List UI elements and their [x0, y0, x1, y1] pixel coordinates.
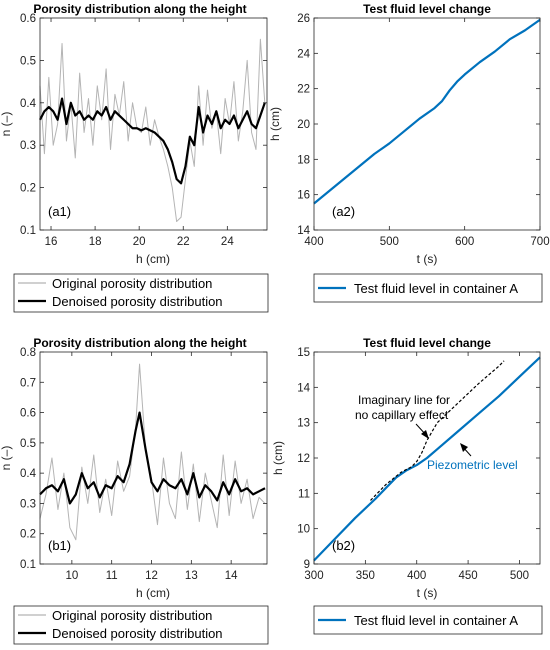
y-tick-label: 0.1	[20, 559, 36, 571]
panel-a2-label: (a2)	[332, 204, 355, 219]
y-tick-label: 20	[297, 119, 310, 131]
x-tick-label: 450	[458, 570, 477, 582]
panel-b2-plot: 300 350 400 450 500 9 10 11 12 13 14 15	[297, 347, 541, 582]
y-tick-label: 0.2	[20, 183, 36, 195]
y-tick-label: 11	[298, 488, 310, 500]
panel-a1-plot: 16 18 20 22 24 0.1 0.2 0.3 0.4 0.5 0.6	[20, 13, 267, 248]
x-tick-label: 22	[177, 236, 190, 248]
panel-b1-axes-box	[39, 351, 268, 565]
legend-fluid-label: Test fluid level in container A	[354, 281, 518, 296]
x-tick-label: 18	[89, 236, 102, 248]
annotation-imaginary-line-1: Imaginary line for	[358, 393, 450, 407]
y-tick-label: 13	[297, 418, 310, 430]
y-tick-label: 0.8	[20, 347, 36, 359]
y-tick-label: 0.4	[20, 468, 37, 480]
y-tick-label: 12	[297, 453, 310, 465]
x-tick-label: 11	[106, 570, 118, 582]
series-line-denoised-porosity-distribution	[39, 411, 266, 505]
panel-b1-legend-box	[13, 605, 269, 645]
panel-a2-legend: Test fluid level in container A	[313, 273, 543, 303]
panel-a1-ylabel: n (–)	[0, 112, 13, 137]
panel-b1-plot: 10 11 12 13 14 0.1 0.2 0.3 0.4 0.5 0.6 0.7 0.8	[20, 347, 267, 582]
y-tick-label: 0.5	[20, 438, 36, 450]
y-tick-label: 24	[297, 48, 310, 60]
y-tick-label: 10	[297, 524, 310, 536]
x-tick-label: 12	[145, 570, 158, 582]
panel-b1-label: (b1)	[48, 538, 71, 553]
y-tick-label: 0.7	[20, 377, 36, 389]
panel-a2-axes-box	[313, 17, 541, 231]
panel-b2-ylabel: h (cm)	[271, 441, 285, 475]
y-tick-label: 0.3	[20, 140, 36, 152]
y-tick-label: 0.5	[20, 55, 36, 67]
annotation-imaginary-line-2: no capillary effect	[355, 408, 449, 422]
series-line-test-fluid-level-in-container-a	[313, 18, 541, 205]
y-tick-label: 22	[297, 84, 310, 96]
series-line-dashed-reference	[370, 360, 505, 501]
y-tick-label: 16	[297, 190, 310, 202]
panel-b2-legend: Test fluid level in container A	[313, 605, 543, 635]
legend-denoised-label: Denoised porosity distribution	[52, 626, 223, 641]
y-tick-label: 26	[297, 13, 310, 25]
annotation-piezometric-arrow-head	[460, 443, 468, 452]
panel-a1-label: (a1)	[48, 204, 71, 219]
x-tick-label: 500	[380, 236, 399, 248]
x-tick-label: 10	[65, 570, 78, 582]
legend-original-label: Original porosity distribution	[52, 608, 212, 623]
panel-a1-title: Porosity distribution along the height	[33, 2, 246, 16]
panel-a2-legend-box	[313, 273, 543, 303]
panel-b1-title: Porosity distribution along the height	[33, 336, 246, 350]
series-line-denoised-porosity-distribution	[39, 97, 266, 185]
panel-a2-plot: 400 500 600 700 14 16 18 20 22 24 26	[297, 13, 549, 248]
panel-a2-title: Test fluid level change	[363, 2, 491, 16]
x-tick-label: 14	[225, 570, 238, 582]
legend-fluid-label: Test fluid level in container A	[354, 613, 518, 628]
x-tick-label: 24	[221, 236, 234, 248]
series-line-test-fluid-level-in-container-a	[313, 356, 541, 562]
panel-b2-axes-box	[313, 351, 541, 565]
panel-b1-ylabel: n (–)	[0, 446, 13, 471]
x-tick-label: 700	[530, 236, 549, 248]
y-tick-label: 0.2	[20, 529, 36, 541]
x-tick-label: 300	[304, 570, 323, 582]
x-tick-label: 350	[356, 570, 375, 582]
annotation-imaginary-arrow-head	[421, 430, 429, 439]
legend-denoised-label: Denoised porosity distribution	[52, 294, 223, 309]
y-tick-label: 15	[297, 347, 310, 359]
panel-b2-title: Test fluid level change	[363, 336, 491, 350]
y-tick-label: 0.3	[20, 498, 36, 510]
x-tick-label: 600	[455, 236, 474, 248]
x-tick-label: 400	[407, 570, 426, 582]
panel-a1-xlabel: h (cm)	[136, 252, 170, 266]
panel-a1-legend-box	[13, 273, 269, 313]
panel-a1-axes-box	[39, 17, 268, 231]
x-tick-label: 20	[133, 236, 146, 248]
x-tick-label: 400	[304, 236, 323, 248]
panel-a2-ylabel: h (cm)	[268, 107, 282, 141]
y-tick-label: 18	[297, 154, 310, 166]
panel-b1-legend: Original porosity distribution Denoised …	[13, 605, 269, 645]
x-tick-label: 500	[510, 570, 529, 582]
panel-b1-xlabel: h (cm)	[136, 586, 170, 600]
panel-a2-xlabel: t (s)	[417, 252, 438, 266]
y-tick-label: 0.4	[20, 98, 37, 110]
x-tick-label: 13	[185, 570, 198, 582]
annotation-piezometric-level: Piezometric level	[427, 458, 518, 472]
y-tick-label: 0.6	[20, 13, 36, 25]
x-tick-label: 16	[45, 236, 58, 248]
panel-b2-legend-box	[313, 605, 543, 635]
panel-a1-legend: Original porosity distribution Denoised …	[13, 273, 269, 313]
panel-b2-label: (b2)	[332, 538, 355, 553]
series-line-original-porosity-distribution	[39, 363, 266, 541]
legend-original-label: Original porosity distribution	[52, 276, 212, 291]
y-tick-label: 9	[304, 559, 310, 571]
y-tick-label: 0.1	[20, 225, 36, 237]
y-tick-label: 14	[297, 225, 310, 237]
y-tick-label: 0.6	[20, 408, 36, 420]
panel-b2-xlabel: t (s)	[417, 586, 438, 600]
y-tick-label: 14	[297, 382, 310, 394]
